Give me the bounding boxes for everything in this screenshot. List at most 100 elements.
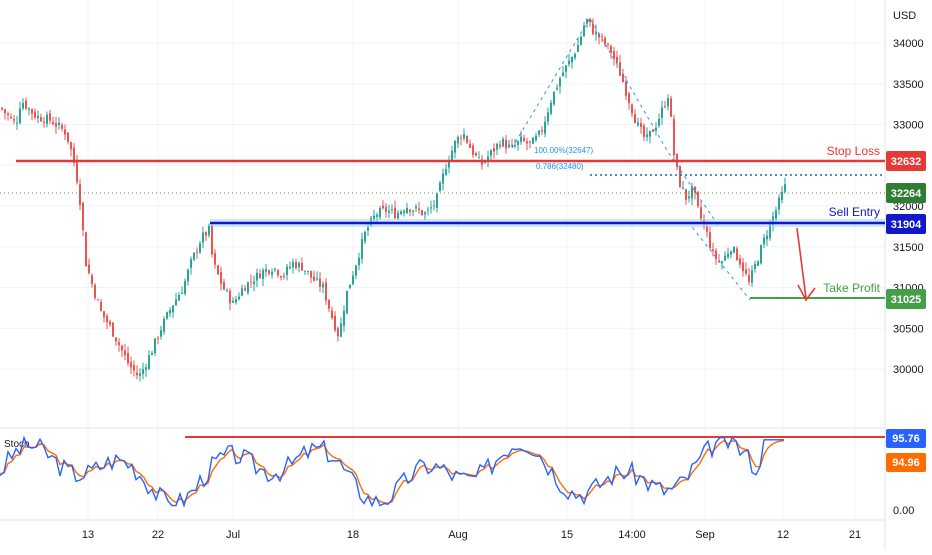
candle-body — [85, 232, 87, 267]
candle-body — [550, 102, 552, 114]
candle-body — [661, 107, 663, 118]
candle-body — [511, 144, 513, 146]
candle-body — [133, 364, 135, 371]
candle-body — [28, 108, 30, 110]
candle-body — [91, 275, 93, 285]
price-tick-label: 30500 — [893, 323, 924, 335]
candle-body — [769, 223, 771, 239]
candle-body — [286, 266, 288, 276]
candle-body — [778, 197, 780, 210]
price-tick-label: 34000 — [893, 38, 924, 50]
candle-body — [589, 18, 591, 23]
candle-body — [211, 225, 213, 255]
candle-body — [394, 207, 396, 219]
candle-body — [142, 368, 144, 374]
candle-body — [322, 283, 324, 288]
candle-body — [19, 108, 21, 124]
candle-body — [580, 36, 582, 45]
candle-body — [751, 270, 753, 283]
candle-body — [160, 330, 162, 337]
candle-body — [439, 182, 441, 192]
price-tick-label: 31500 — [893, 242, 924, 254]
candle-body — [421, 210, 423, 215]
candle-body — [145, 367, 147, 370]
price-tick-label: 30000 — [893, 364, 924, 376]
candle-body — [316, 278, 318, 280]
stoch-k-line — [0, 435, 784, 508]
take-profit-tag — [886, 289, 926, 309]
candle-body — [496, 143, 498, 150]
candle-body — [88, 264, 90, 274]
time-axis-ticks: 13 22 Jul 18 Aug 15 14:00 Sep 12 21 — [82, 529, 861, 541]
fibonacci-trend-line — [511, 17, 719, 226]
candle-body — [217, 265, 219, 275]
candle-body — [379, 208, 381, 218]
candle-body — [508, 144, 510, 148]
candle-body — [262, 269, 264, 279]
candle-body — [682, 187, 684, 189]
candle-body — [52, 122, 54, 125]
time-tick-label: 12 — [777, 529, 789, 541]
candle-body — [706, 226, 708, 232]
candle-body — [325, 282, 327, 301]
candle-body — [376, 214, 378, 217]
candle-body — [412, 210, 414, 212]
candle-body — [454, 140, 456, 153]
candle-body — [583, 25, 585, 37]
candle-body — [259, 273, 261, 279]
candle-body — [370, 217, 372, 226]
sell-arrow-shaft — [796, 227, 807, 299]
candle-body — [631, 104, 633, 114]
candle-body — [172, 305, 174, 313]
candle-body — [148, 355, 150, 369]
candle-body — [196, 251, 198, 253]
candle-body — [250, 281, 252, 283]
candle-body — [652, 129, 654, 132]
candle-body — [409, 209, 411, 212]
candle-body — [331, 310, 333, 319]
candle-body — [433, 205, 435, 207]
candle-body — [25, 100, 27, 109]
candle-body — [244, 288, 246, 291]
candle-body — [451, 150, 453, 162]
candle-body — [388, 210, 390, 213]
candle-body — [136, 372, 138, 376]
stoch-zero-label: 0.00 — [893, 505, 914, 517]
candle-body — [328, 299, 330, 309]
candle-body — [586, 18, 588, 24]
candle-body — [403, 211, 405, 214]
price-tick-label: 33500 — [893, 79, 924, 91]
candle-body — [130, 362, 132, 368]
candle-body — [283, 275, 285, 277]
candle-body — [67, 132, 69, 142]
candle-body — [571, 57, 573, 63]
candle-body — [40, 117, 42, 122]
candle-body — [694, 186, 696, 194]
candle-body — [565, 65, 567, 72]
candle-body — [289, 267, 291, 269]
candle-body — [655, 127, 657, 131]
candle-body — [643, 125, 645, 137]
candle-body — [733, 247, 735, 253]
candle-body — [274, 268, 276, 270]
candle-body — [523, 137, 525, 141]
candle-body — [313, 276, 315, 281]
last-price-tag-text: 32264 — [891, 188, 922, 200]
candle-body — [727, 253, 729, 258]
candle-body — [442, 173, 444, 184]
candle-body — [547, 112, 549, 122]
candle-body — [193, 252, 195, 260]
candle-body — [310, 270, 312, 278]
candle-body — [598, 33, 600, 38]
stoch-d-tag — [886, 453, 926, 472]
candle-body — [268, 270, 270, 274]
candle-body — [271, 271, 273, 275]
candle-body — [742, 262, 744, 272]
candle-body — [46, 114, 48, 124]
candle-body — [4, 109, 6, 114]
candle-body — [628, 93, 630, 104]
candle-body — [784, 184, 786, 192]
sell-entry-tag — [886, 214, 926, 234]
candle-body — [154, 338, 156, 354]
